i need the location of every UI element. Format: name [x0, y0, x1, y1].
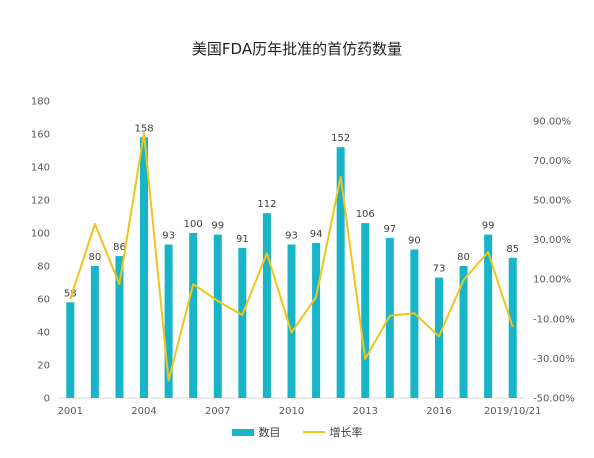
- legend: 数目 增长率: [0, 424, 594, 440]
- bar: [361, 223, 370, 398]
- bar: [287, 244, 296, 398]
- bar-data-label: 80: [89, 252, 102, 263]
- legend-item-growth: 增长率: [302, 424, 363, 440]
- bar: [410, 249, 419, 398]
- bar-data-label: 99: [211, 221, 224, 232]
- y-tick-label: 180: [31, 97, 50, 108]
- bar: [66, 302, 75, 398]
- bar: [508, 257, 517, 398]
- y2-tick-label: -50.00%: [533, 394, 575, 405]
- y2-tick-label: 10.00%: [533, 275, 571, 286]
- x-tick-label: 2001: [58, 406, 83, 417]
- bar-data-label: 112: [257, 199, 276, 210]
- legend-swatch-line: [302, 431, 325, 433]
- y2-tick-label: -10.00%: [533, 314, 575, 325]
- x-tick-label: 2004: [131, 406, 156, 417]
- bar-data-label: 158: [134, 123, 153, 134]
- bar: [385, 237, 394, 398]
- legend-label-count: 数目: [258, 426, 281, 439]
- bar-data-label: 152: [331, 133, 350, 144]
- y2-tick-label: 70.00%: [533, 156, 571, 167]
- bar: [312, 242, 321, 398]
- bar-data-label: 86: [113, 242, 126, 253]
- bar: [459, 266, 468, 398]
- y2-tick-label: 50.00%: [533, 196, 571, 207]
- bar-data-label: 73: [433, 264, 446, 275]
- y-tick-label: 120: [31, 196, 50, 207]
- bar: [90, 266, 99, 398]
- bar: [140, 137, 149, 399]
- y-tick-label: 40: [37, 328, 50, 339]
- bar-data-label: 93: [285, 231, 298, 242]
- y-tick-label: 160: [31, 130, 50, 141]
- bar: [336, 147, 345, 398]
- legend-label-growth: 增长率: [329, 426, 363, 439]
- growth-line: [69, 132, 514, 382]
- legend-item-count: 数目: [231, 424, 281, 440]
- bar: [189, 233, 198, 398]
- bar-data-label: 85: [506, 244, 519, 255]
- bar: [238, 247, 247, 398]
- x-tick-label: 2016: [426, 406, 451, 417]
- y-tick-label: 60: [37, 295, 50, 306]
- bar-data-label: 99: [482, 221, 495, 232]
- x-tick-label: 2007: [205, 406, 230, 417]
- bar-data-label: 58: [64, 288, 77, 299]
- bar-data-label: 106: [356, 209, 375, 220]
- y2-tick-label: 30.00%: [533, 235, 571, 246]
- bar: [262, 213, 271, 398]
- y-tick-label: 140: [31, 163, 50, 174]
- y2-tick-label: 90.00%: [533, 116, 571, 127]
- x-tick-label: 2013: [353, 406, 378, 417]
- bar: [164, 244, 173, 398]
- bar-data-label: 93: [162, 231, 175, 242]
- bar: [484, 234, 493, 398]
- bar: [115, 256, 124, 398]
- y-tick-label: 20: [37, 361, 50, 372]
- bar-data-label: 94: [310, 229, 323, 240]
- y-tick-label: 80: [37, 262, 50, 273]
- bar-data-label: 91: [236, 234, 249, 245]
- bar-data-label: 90: [408, 236, 421, 247]
- bar-data-label: 97: [383, 224, 396, 235]
- legend-swatch-bar: [231, 428, 254, 436]
- x-tick-label: 2019/10/21: [484, 406, 542, 417]
- bar-data-label: 80: [457, 252, 470, 263]
- x-tick-label: 2010: [279, 406, 304, 417]
- y-tick-label: 100: [31, 229, 50, 240]
- chart-title: 美国FDA历年批准的首仿药数量: [191, 40, 403, 58]
- bar: [213, 234, 222, 398]
- y-tick-label: 0: [44, 394, 50, 405]
- y2-tick-label: -30.00%: [533, 354, 575, 365]
- bar: [434, 277, 443, 398]
- bar-data-label: 100: [184, 219, 203, 230]
